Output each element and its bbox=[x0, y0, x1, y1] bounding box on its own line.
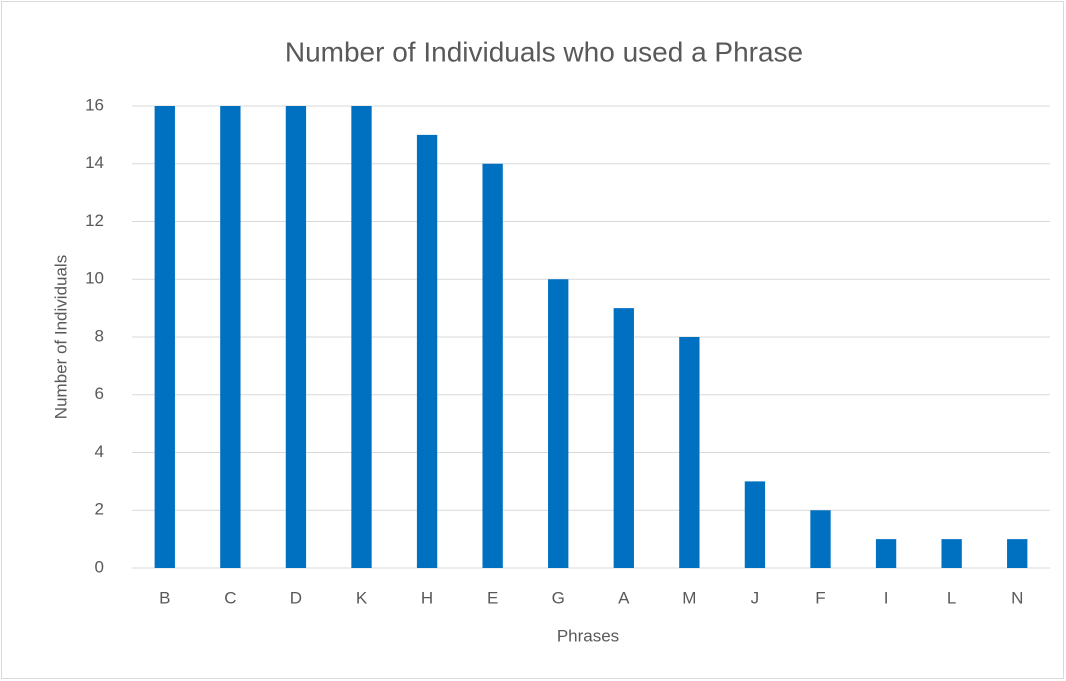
y-tick-label: 6 bbox=[95, 384, 104, 403]
bar bbox=[1007, 539, 1028, 568]
x-tick-label: F bbox=[815, 588, 825, 607]
y-tick-label: 0 bbox=[95, 557, 104, 576]
bar bbox=[351, 106, 372, 568]
chart-title: Number of Individuals who used a Phrase bbox=[285, 36, 803, 67]
bar bbox=[941, 539, 962, 568]
x-tick-label: L bbox=[947, 588, 956, 607]
bar bbox=[875, 539, 897, 568]
x-tick-label: M bbox=[682, 588, 696, 607]
x-tick-label: I bbox=[884, 588, 889, 607]
bar bbox=[482, 163, 503, 568]
y-tick-label: 8 bbox=[95, 326, 104, 345]
bar bbox=[613, 308, 634, 568]
y-tick-label: 10 bbox=[85, 269, 104, 288]
x-tick-label: A bbox=[618, 588, 630, 607]
y-tick-label: 16 bbox=[85, 95, 104, 114]
x-tick-label: D bbox=[290, 588, 302, 607]
bar bbox=[679, 337, 700, 568]
bar bbox=[220, 106, 241, 568]
y-tick-label: 2 bbox=[95, 500, 104, 519]
x-tick-label: B bbox=[159, 588, 170, 607]
bar bbox=[548, 279, 569, 568]
bar bbox=[416, 134, 438, 568]
bar bbox=[744, 481, 766, 568]
x-tick-label: H bbox=[421, 588, 433, 607]
x-tick-label: E bbox=[487, 588, 498, 607]
x-tick-label: G bbox=[552, 588, 565, 607]
x-tick-label: J bbox=[751, 588, 760, 607]
y-axis-label: Number of Individuals bbox=[51, 255, 70, 419]
y-tick-label: 12 bbox=[85, 211, 104, 230]
y-tick-label: 14 bbox=[85, 153, 104, 172]
bar bbox=[285, 106, 307, 568]
x-tick-label: N bbox=[1011, 588, 1023, 607]
bar bbox=[810, 510, 831, 568]
x-axis-label: Phrases bbox=[557, 626, 619, 645]
x-tick-label: K bbox=[356, 588, 368, 607]
y-tick-label: 4 bbox=[95, 442, 104, 461]
x-tick-label: C bbox=[224, 588, 236, 607]
bar bbox=[154, 106, 175, 568]
